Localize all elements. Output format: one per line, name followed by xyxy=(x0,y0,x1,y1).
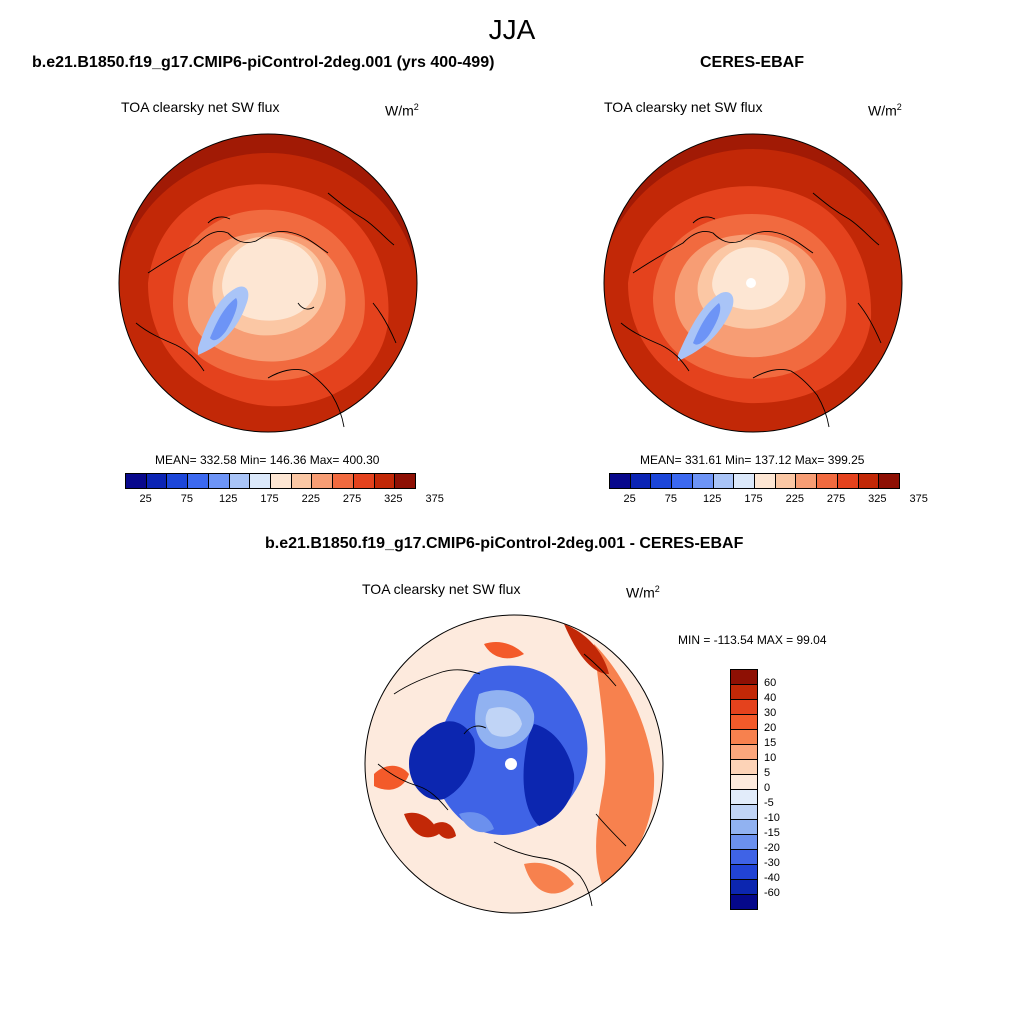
model-panel-title: b.e21.B1850.f19_g17.CMIP6-piControl-2deg… xyxy=(32,54,495,71)
colorbar-tick-label: 20 xyxy=(764,722,777,734)
colorbar-swatch xyxy=(731,670,757,685)
obs-stats: MEAN= 331.61 Min= 137.12 Max= 399.25 xyxy=(640,453,865,467)
colorbar-swatch xyxy=(374,474,396,488)
colorbar-tick-label: 125 xyxy=(219,493,238,505)
colorbar-swatch xyxy=(731,880,757,895)
colorbar-tick-label: 175 xyxy=(744,493,763,505)
colorbar-swatch xyxy=(395,474,416,488)
colorbar-tick-label: 10 xyxy=(764,752,777,764)
colorbar-swatch xyxy=(188,474,209,488)
model-polar-map xyxy=(118,133,418,433)
diff-polar-map xyxy=(364,614,664,914)
colorbar-swatch xyxy=(731,745,757,760)
diff-panel-title: b.e21.B1850.f19_g17.CMIP6-piControl-2deg… xyxy=(265,535,744,552)
colorbar-tick-label: 325 xyxy=(868,493,887,505)
colorbar-swatch xyxy=(879,474,900,488)
colorbar-swatch xyxy=(731,805,757,820)
colorbar-swatch xyxy=(731,790,757,805)
colorbar-tick-label: -15 xyxy=(764,827,780,839)
colorbar-tick-label: 325 xyxy=(384,493,403,505)
colorbar-swatch xyxy=(312,474,334,488)
colorbar-swatch xyxy=(353,474,375,488)
colorbar-tick-label: 375 xyxy=(425,493,444,505)
obs-subtitle: TOA clearsky net SW flux xyxy=(604,99,763,115)
colorbar-tick-label: 15 xyxy=(764,737,777,749)
obs-units: W/m2 xyxy=(868,102,902,119)
colorbar-swatch xyxy=(731,715,757,730)
colorbar-swatch xyxy=(731,775,757,790)
colorbar-tick-label: 175 xyxy=(260,493,279,505)
colorbar-swatch xyxy=(672,474,693,488)
colorbar-swatch xyxy=(271,474,292,488)
colorbar-swatch xyxy=(837,474,859,488)
colorbar-swatch xyxy=(126,474,147,488)
colorbar-swatch xyxy=(731,730,757,745)
colorbar-swatch xyxy=(731,895,757,909)
colorbar-swatch xyxy=(731,760,757,775)
diff-colorbar xyxy=(730,669,758,910)
colorbar-tick-label: -10 xyxy=(764,812,780,824)
colorbar-tick-label: 275 xyxy=(342,493,362,505)
colorbar-swatch xyxy=(775,474,797,488)
colorbar-tick-label: 275 xyxy=(826,493,846,505)
colorbar-swatch xyxy=(651,474,673,488)
colorbar-tick-label: -60 xyxy=(764,887,780,899)
model-units: W/m2 xyxy=(385,102,419,119)
colorbar-tick-label: -40 xyxy=(764,872,780,884)
colorbar-tick-label: 5 xyxy=(764,767,771,779)
colorbar-swatch xyxy=(167,474,189,488)
colorbar-tick-label: 30 xyxy=(764,707,777,719)
colorbar-tick-label: 125 xyxy=(703,493,722,505)
model-subtitle: TOA clearsky net SW flux xyxy=(121,99,280,115)
colorbar-tick-label: 75 xyxy=(664,493,678,505)
obs-panel-title: CERES-EBAF xyxy=(700,54,805,71)
colorbar-tick-label: 25 xyxy=(139,493,152,505)
colorbar-tick-label: 60 xyxy=(764,677,777,689)
colorbar-swatch xyxy=(229,474,251,488)
colorbar-swatch xyxy=(731,835,757,850)
colorbar-tick-label: 25 xyxy=(623,493,636,505)
colorbar-swatch xyxy=(208,474,230,488)
colorbar-swatch xyxy=(817,474,838,488)
diff-units: W/m2 xyxy=(626,584,660,601)
colorbar-swatch xyxy=(731,700,757,715)
obs-polar-map xyxy=(603,133,903,433)
colorbar-swatch xyxy=(731,850,757,865)
colorbar-tick-label: -5 xyxy=(764,797,774,809)
colorbar-tick-label: 225 xyxy=(301,493,320,505)
colorbar-swatch xyxy=(692,474,714,488)
colorbar-swatch xyxy=(755,474,776,488)
colorbar-tick-label: -20 xyxy=(764,842,780,854)
model-colorbar xyxy=(125,473,416,489)
colorbar-swatch xyxy=(250,474,272,488)
colorbar-swatch xyxy=(630,474,652,488)
colorbar-tick-label: 375 xyxy=(909,493,928,505)
colorbar-swatch xyxy=(796,474,818,488)
colorbar-swatch xyxy=(858,474,880,488)
colorbar-swatch xyxy=(333,474,354,488)
colorbar-tick-label: 0 xyxy=(764,782,771,794)
colorbar-tick-label: 40 xyxy=(764,692,777,704)
colorbar-tick-label: -30 xyxy=(764,857,780,869)
colorbar-swatch xyxy=(734,474,756,488)
colorbar-swatch xyxy=(731,820,757,835)
colorbar-swatch xyxy=(731,685,757,700)
diff-subtitle: TOA clearsky net SW flux xyxy=(362,581,521,597)
colorbar-tick-label: 75 xyxy=(180,493,194,505)
colorbar-tick-label: 225 xyxy=(785,493,804,505)
diff-stats: MIN = -113.54 MAX = 99.04 xyxy=(678,633,827,647)
colorbar-swatch xyxy=(713,474,735,488)
colorbar-swatch xyxy=(731,865,757,880)
colorbar-swatch xyxy=(291,474,313,488)
season-title: JJA xyxy=(488,14,536,45)
colorbar-swatch xyxy=(146,474,168,488)
model-stats: MEAN= 332.58 Min= 146.36 Max= 400.30 xyxy=(155,453,380,467)
obs-colorbar xyxy=(609,473,900,489)
colorbar-swatch xyxy=(610,474,631,488)
